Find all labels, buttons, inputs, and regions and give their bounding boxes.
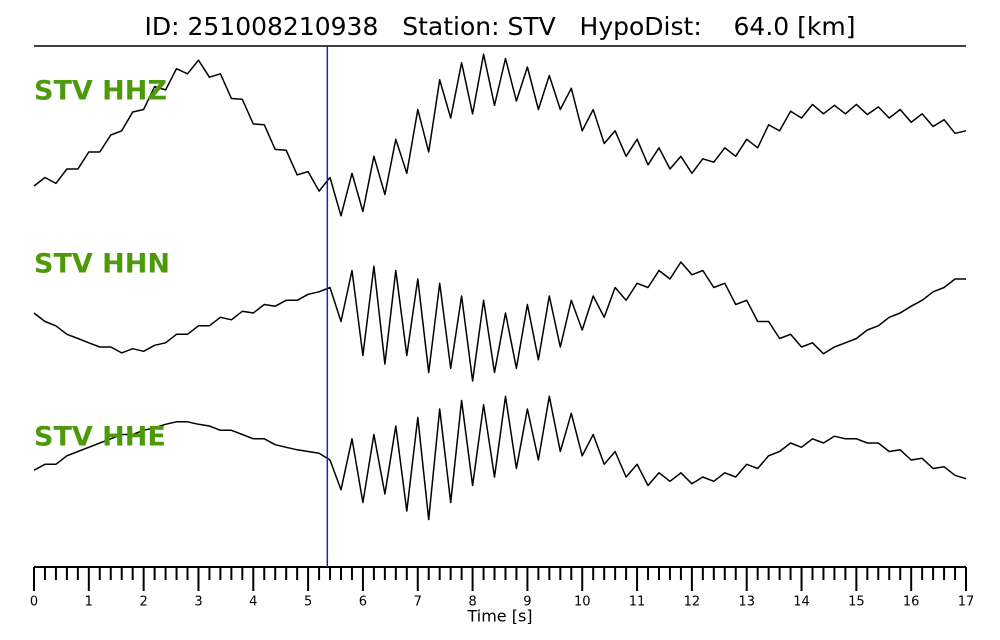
x-tick-label: 9 (523, 595, 531, 610)
x-tick-label: 11 (629, 595, 646, 610)
trace-label: STV HHE (34, 422, 166, 453)
x-tick-label: 4 (249, 595, 257, 610)
x-tick-label: 1 (85, 595, 93, 610)
x-tick-label: 6 (359, 595, 367, 610)
trace (33, 53, 967, 217)
x-tick-label: 15 (848, 595, 865, 610)
x-tick-label: 17 (958, 595, 975, 610)
x-tick-label: 5 (304, 595, 312, 610)
trace-label: STV HHZ (34, 76, 167, 107)
x-tick-label: 10 (574, 595, 591, 610)
x-tick-label: 8 (468, 595, 476, 610)
x-tick-label: 7 (414, 595, 422, 610)
x-tick-label: 16 (903, 595, 920, 610)
x-tick-label: 13 (738, 595, 755, 610)
x-tick-label: 0 (30, 595, 38, 610)
trace-label: STV HHN (34, 249, 170, 280)
x-tick-label: 2 (140, 595, 148, 610)
chart-title: ID: 251008210938 Station: STV HypoDist: … (145, 12, 856, 41)
trace (33, 261, 966, 382)
x-tick-label: 14 (793, 595, 810, 610)
x-axis-label: Time [s] (466, 607, 532, 626)
trace (33, 395, 967, 521)
x-tick-label: 12 (684, 595, 701, 610)
x-tick-label: 3 (194, 595, 202, 610)
